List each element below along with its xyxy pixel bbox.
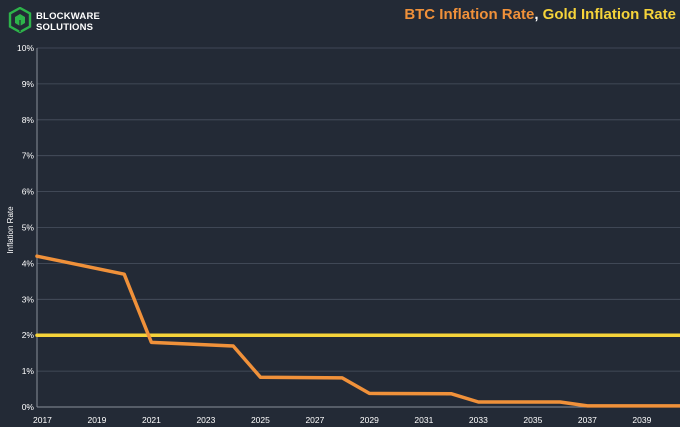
y-tick-label: 7% (22, 151, 35, 161)
series-line-btc-inflation-rate (35, 254, 680, 408)
x-tick-label: 2027 (305, 415, 324, 425)
x-tick-label: 2029 (360, 415, 379, 425)
x-tick-label: 2023 (196, 415, 215, 425)
y-tick-label: 2% (22, 330, 35, 340)
series (35, 254, 680, 408)
y-tick-label: 0% (22, 402, 35, 412)
y-tick-label: 4% (22, 258, 35, 268)
y-tick-label: 1% (22, 366, 35, 376)
y-tick-label: 3% (22, 294, 35, 304)
x-tick-label: 2021 (142, 415, 161, 425)
title-btc: BTC Inflation Rate (404, 6, 535, 23)
x-tick-label: 2033 (469, 415, 488, 425)
y-tick-label: 8% (22, 115, 35, 125)
y-tick-label: 6% (22, 187, 35, 197)
x-tick-label: 2035 (523, 415, 542, 425)
y-axis-label: Inflation Rate (6, 206, 15, 254)
title-gold: Gold Inflation Rate (542, 6, 676, 23)
logo: BLOCKWARE SOLUTIONS (8, 6, 148, 38)
title-separator: , (534, 6, 539, 23)
logo-text-solutions: SOLUTIONS (36, 22, 94, 33)
x-tick-label: 2017 (33, 415, 52, 425)
x-tick-label: 2031 (414, 415, 433, 425)
x-tick-label: 2025 (251, 415, 270, 425)
y-tick-label: 9% (22, 79, 35, 89)
x-tick-label: 2019 (87, 415, 106, 425)
logo-text-blockware: BLOCKWARE (36, 11, 101, 22)
y-tick-label: 5% (22, 223, 35, 233)
x-tick-label: 2039 (632, 415, 651, 425)
chart-title: BTC Inflation Rate, Gold Inflation Rate (404, 6, 676, 23)
x-tick-label: 2037 (578, 415, 597, 425)
axes: 0% 1% 2% 3% 4% 5% 6% 7% 8% 9% 10% 2017 2019 2021 2023 2… (17, 43, 680, 425)
blockware-logo-icon (8, 7, 32, 34)
grid (37, 47, 680, 408)
y-tick-label: 10% (17, 43, 34, 53)
